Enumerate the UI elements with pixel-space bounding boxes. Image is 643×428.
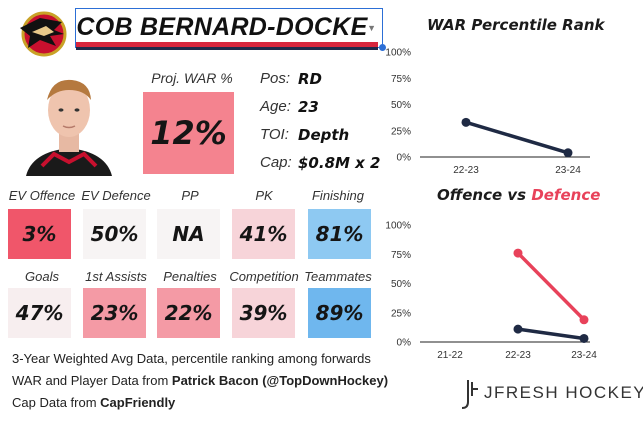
war-series-0-point [563, 148, 573, 158]
proj-war-value: 12% [143, 92, 234, 174]
stat-label-pk: PK [255, 188, 273, 203]
info-pos-value: RD [298, 70, 323, 88]
offdef-series-defence-point [579, 315, 589, 325]
offdef-series-offence-line [516, 327, 586, 341]
stat-tile-teammates: 89% [308, 288, 371, 338]
offdef-y-tick: 0% [397, 338, 412, 349]
stat-tile-ev-defence: 50% [83, 209, 146, 259]
proj-war-label: Proj. WAR % [151, 70, 233, 86]
stat-tile-finishing: 81% [308, 209, 371, 259]
offdef-series-defence-point [513, 248, 523, 258]
offdef-series-offence-point [579, 333, 589, 343]
war-x-tick: 23-24 [555, 165, 581, 176]
chart-off-def-title: Offence vs Defence [437, 186, 600, 204]
footer-war-source-prefix: WAR and Player Data from [12, 373, 172, 388]
info-cap-value: $0.8M x 2 [298, 154, 381, 172]
stat-tile-goals: 47% [8, 288, 71, 338]
offdef-y-tick: 50% [391, 279, 411, 290]
stat-label-penalties: Penalties [163, 269, 217, 284]
offdef-x-tick: 22-23 [505, 350, 531, 361]
war-series-0-line [464, 120, 570, 155]
player-name: ACOB BERNARD-DOCKE [75, 13, 368, 41]
war-y-tick: 0% [397, 153, 412, 164]
stat-tile-first-assists: 23% [83, 288, 146, 338]
resize-handle[interactable] [379, 44, 386, 51]
name-accent-bar [76, 42, 378, 47]
stat-label-finishing: Finishing [311, 188, 365, 203]
offdef-x-tick: 21-22 [437, 350, 463, 361]
stat-tile-pp: NA [157, 209, 220, 259]
stat-tile-penalties: 22% [157, 288, 220, 338]
info-toi-label: TOI: [260, 126, 289, 143]
info-cap-label: Cap: [260, 154, 292, 171]
war-y-tick: 50% [391, 100, 411, 111]
chart-off-def-title-offence: Offence [437, 186, 503, 204]
info-pos-label: Pos: [260, 70, 291, 87]
footer-war-source: WAR and Player Data from Patrick Bacon (… [12, 373, 388, 388]
player-photo [14, 66, 124, 176]
player-name-dropdown[interactable]: ACOB BERNARD-DOCKE ▼ [75, 8, 383, 48]
offdef-series-defence-line [516, 251, 586, 322]
chart-off-def-title-defence: Defence [531, 186, 601, 204]
chart-off-def-title-vs: vs [502, 186, 532, 204]
brand-name: JFRESH HOCKEY [484, 383, 643, 402]
war-y-tick: 100% [385, 48, 411, 59]
chevron-down-icon[interactable]: ▼ [367, 23, 376, 33]
stat-label-pp: PP [181, 188, 199, 203]
war-y-tick: 75% [391, 74, 411, 85]
stat-label-teammates: Teammates [304, 269, 372, 284]
war-x-tick: 22-23 [453, 165, 479, 176]
footer-cap-source: Cap Data from CapFriendly [12, 395, 175, 410]
footer-cap-source-name: CapFriendly [100, 395, 176, 410]
offdef-y-tick: 25% [391, 308, 411, 319]
brand-logo [461, 380, 478, 409]
info-age-value: 23 [298, 98, 319, 116]
stat-tile-competition: 39% [232, 288, 295, 338]
stat-tile-ev-offence: 3% [8, 209, 71, 259]
offdef-y-tick: 75% [391, 250, 411, 261]
stat-label-ev-defence: EV Defence [81, 188, 151, 203]
offdef-y-tick: 100% [385, 221, 411, 232]
stat-label-competition: Competition [229, 269, 299, 284]
footer-war-source-name: Patrick Bacon (@TopDownHockey) [171, 373, 389, 388]
stat-label-goals: Goals [25, 269, 59, 284]
footer-note: 3-Year Weighted Avg Data, percentile ran… [12, 351, 371, 366]
stat-tile-pk: 41% [232, 209, 295, 259]
stat-label-first-assists: 1st Assists [85, 269, 147, 284]
war-series-0-point [461, 117, 471, 127]
footer-cap-source-prefix: Cap Data from [12, 395, 101, 410]
war-y-tick: 25% [391, 126, 411, 137]
offdef-series-offence-point [513, 324, 523, 334]
info-age-label: Age: [260, 98, 291, 115]
stat-label-ev-offence: EV Offence [8, 188, 76, 203]
chart-war-title: WAR Percentile Rank [427, 16, 605, 34]
name-accent-bar-dark [76, 47, 378, 50]
info-toi-value: Depth [298, 126, 350, 144]
team-logo [20, 11, 67, 57]
offdef-x-tick: 23-24 [571, 350, 597, 361]
